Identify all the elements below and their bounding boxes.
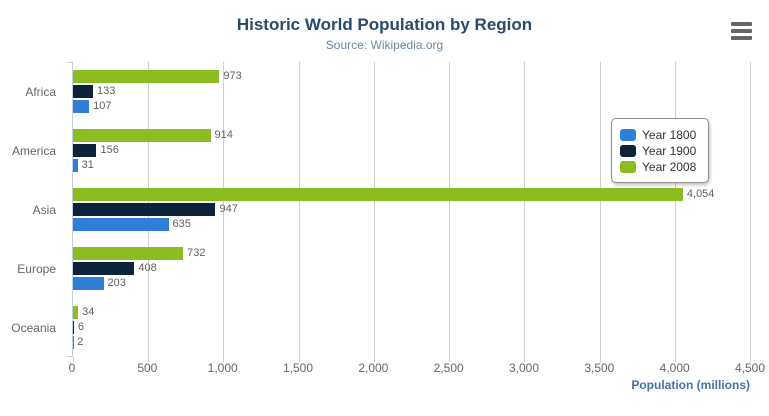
data-label-africa-year-2008: 973 xyxy=(223,70,242,82)
legend-item-year-1900[interactable]: Year 1900 xyxy=(620,143,696,158)
bar-group-asia: 4,054 947 635 xyxy=(73,180,750,239)
bar-america-year-1900[interactable] xyxy=(73,144,97,157)
x-tick-label-0: 0 xyxy=(68,361,76,375)
data-label-africa-year-1900: 133 xyxy=(97,85,116,97)
category-label-asia: Asia xyxy=(32,202,56,217)
legend-swatch-year-2008 xyxy=(620,160,636,173)
bar-group-europe: 732 408 203 xyxy=(73,239,750,298)
bar-series-area: 973 133 107 914 156 31 4,054 947 635 732 408 203 34 6… xyxy=(73,62,750,357)
gridline-4000 xyxy=(674,62,676,357)
data-label-oceania-year-2008: 34 xyxy=(82,306,95,318)
y-axis-category-labels: Africa America Asia Europe Oceania xyxy=(0,62,64,357)
x-tick-mark-0 xyxy=(73,357,74,362)
x-tick-label-4000: 4,000 xyxy=(659,361,690,375)
x-tick-mark-1000 xyxy=(223,357,225,362)
x-tick-label-1000: 1,000 xyxy=(207,361,238,375)
bar-oceania-year-1900[interactable] xyxy=(73,321,74,334)
x-tick-label-1500: 1,500 xyxy=(282,361,314,375)
axis-bottom-cap xyxy=(67,356,73,357)
chart-subtitle: Source: Wikipedia.org xyxy=(325,38,444,52)
x-tick-label-3000: 3,000 xyxy=(508,361,540,375)
x-tick-label-4500: 4,500 xyxy=(734,361,766,375)
gridline-2500 xyxy=(449,62,451,357)
data-label-oceania-year-1900: 6 xyxy=(77,321,85,333)
x-tick-label-2000: 2,000 xyxy=(358,361,389,375)
export-menu-button[interactable] xyxy=(731,22,752,40)
data-label-asia-year-1900: 947 xyxy=(219,203,238,215)
bar-africa-year-2008[interactable] xyxy=(73,70,220,83)
bar-europe-year-1800[interactable] xyxy=(73,277,104,290)
data-label-oceania-year-1800: 2 xyxy=(77,336,84,348)
x-tick-mark-3000 xyxy=(524,357,526,362)
gridline-3500 xyxy=(599,62,601,357)
bar-group-oceania: 34 6 2 xyxy=(73,298,750,357)
plot-area: 973 133 107 914 156 31 4,054 947 635 732 408 203 34 6… xyxy=(67,62,751,362)
data-label-america-year-2008: 914 xyxy=(214,129,233,141)
x-axis-title: Population (millions) xyxy=(631,378,750,392)
x-axis-tick-labels: 0 500 1,000 1,500 2,000 2,500 3,000 3,500 4,000 4… xyxy=(69,361,765,375)
x-tick-mark-4500 xyxy=(750,357,751,362)
legend: Year 1800 Year 1900 Year 2008 xyxy=(611,118,710,183)
bar-america-year-2008[interactable] xyxy=(73,129,211,142)
x-tick-label-2500: 2,500 xyxy=(433,361,464,375)
data-label-asia-year-2008: 4,054 xyxy=(686,188,715,200)
category-label-oceania: Oceania xyxy=(11,320,56,335)
legend-swatch-year-1800 xyxy=(620,128,636,141)
data-label-america-year-1800: 31 xyxy=(81,159,94,171)
category-label-africa: Africa xyxy=(25,84,56,99)
gridline-1000 xyxy=(223,62,225,357)
chart-title: Historic World Population by Region xyxy=(236,15,533,34)
bar-asia-year-1800[interactable] xyxy=(73,218,169,231)
x-tick-mark-4000 xyxy=(674,357,676,362)
gridline-4500 xyxy=(750,62,751,357)
category-label-america: America xyxy=(11,143,56,158)
legend-label-year-2008: Year 2008 xyxy=(642,159,697,174)
axis-top-cap xyxy=(67,62,73,63)
bar-africa-year-1900[interactable] xyxy=(73,85,93,98)
data-label-europe-year-1800: 203 xyxy=(107,277,126,289)
x-tick-mark-1500 xyxy=(298,357,300,362)
legend-item-year-2008[interactable]: Year 2008 xyxy=(620,159,696,174)
bar-america-year-1800[interactable] xyxy=(73,159,78,172)
data-label-africa-year-1800: 107 xyxy=(93,100,112,112)
bar-asia-year-2008[interactable] xyxy=(73,188,683,201)
x-tick-label-500: 500 xyxy=(137,361,158,375)
legend-label-year-1900: Year 1900 xyxy=(642,143,697,158)
bar-oceania-year-2008[interactable] xyxy=(73,306,79,319)
bar-asia-year-1900[interactable] xyxy=(73,203,216,216)
legend-label-year-1800: Year 1800 xyxy=(642,127,697,142)
x-tick-mark-500 xyxy=(148,357,150,362)
gridline-1500 xyxy=(298,62,300,357)
x-tick-mark-3500 xyxy=(599,357,601,362)
data-label-america-year-1900: 156 xyxy=(100,144,119,156)
data-label-europe-year-2008: 732 xyxy=(187,247,206,259)
x-tick-mark-2500 xyxy=(449,357,451,362)
gridline-2000 xyxy=(373,62,375,357)
data-label-europe-year-1900: 408 xyxy=(138,262,157,274)
gridline-3000 xyxy=(524,62,526,357)
category-label-europe: Europe xyxy=(17,261,56,276)
bar-europe-year-2008[interactable] xyxy=(73,247,184,260)
legend-item-year-1800[interactable]: Year 1800 xyxy=(620,127,696,142)
bar-group-africa: 973 133 107 xyxy=(73,62,750,121)
bar-africa-year-1800[interactable] xyxy=(73,100,90,113)
data-label-asia-year-1800: 635 xyxy=(172,218,191,230)
x-tick-mark-2000 xyxy=(373,357,375,362)
hamburger-icon xyxy=(731,22,752,26)
bar-europe-year-1900[interactable] xyxy=(73,262,135,275)
bar-group-america: 914 156 31 xyxy=(73,121,750,180)
x-tick-label-3500: 3,500 xyxy=(584,361,615,375)
legend-swatch-year-1900 xyxy=(620,144,636,157)
